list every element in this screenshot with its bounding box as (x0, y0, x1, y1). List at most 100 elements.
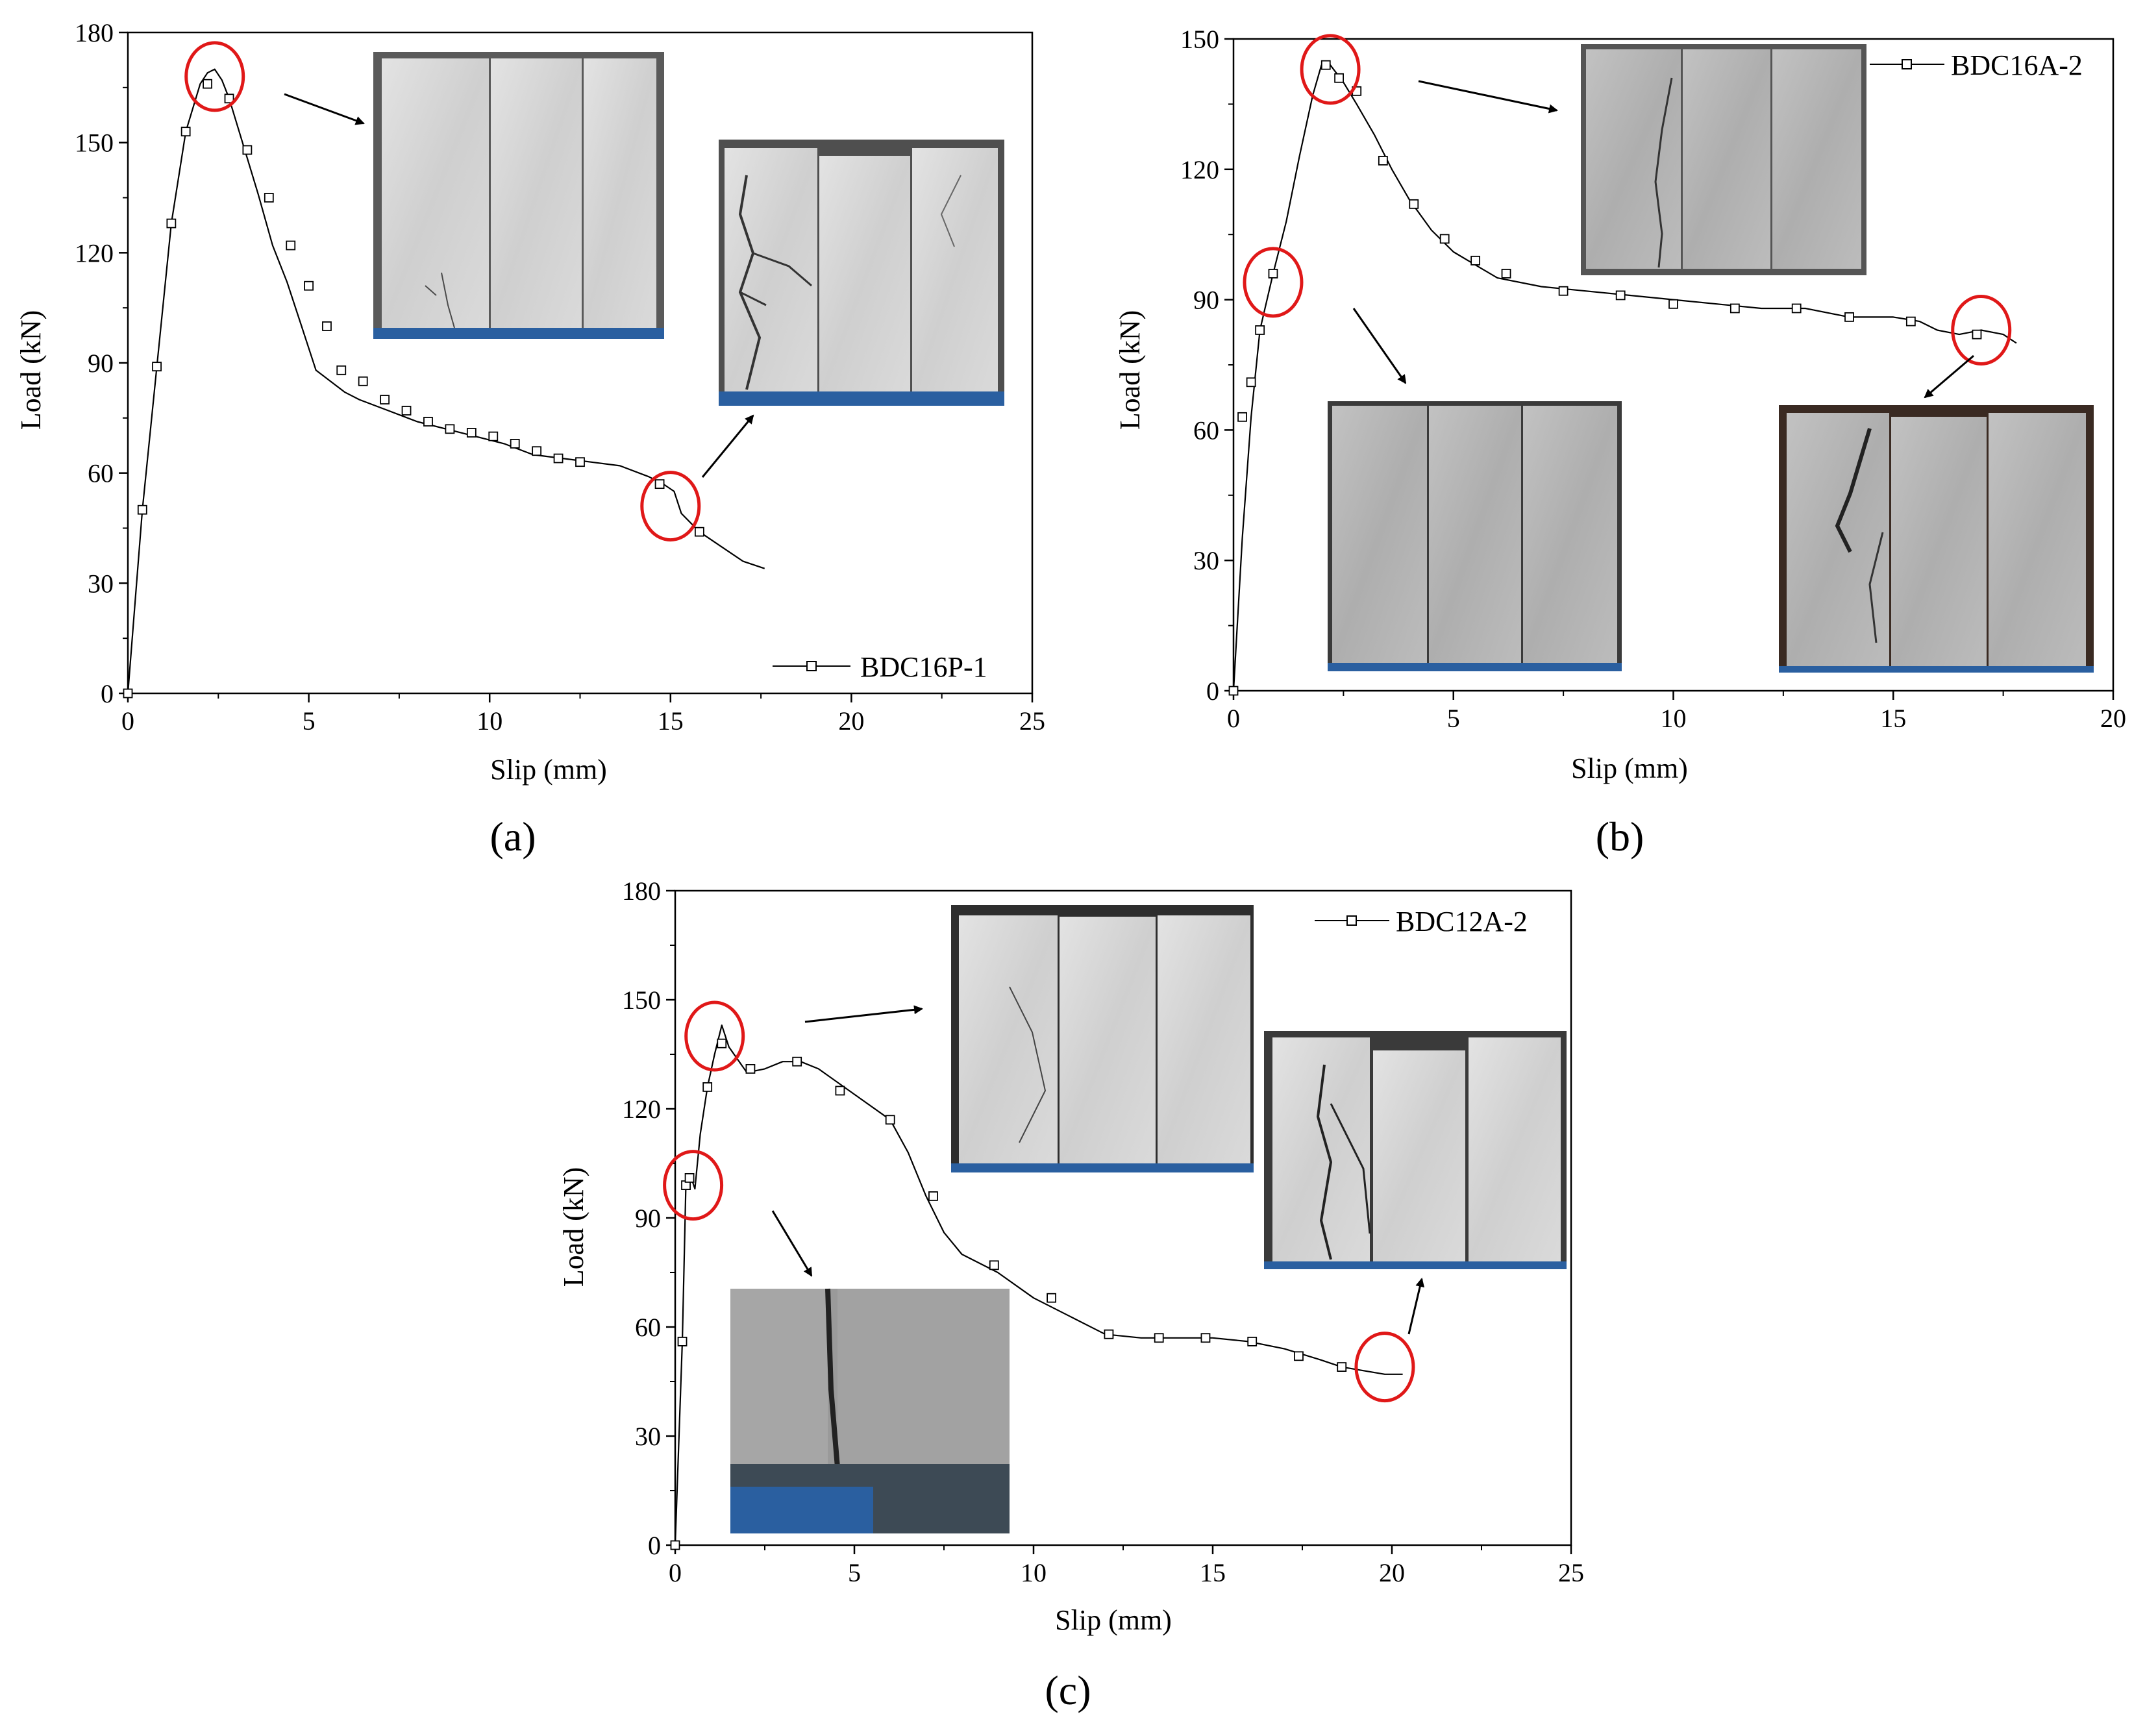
data-point (488, 431, 499, 441)
data-point (510, 439, 520, 449)
y-tick-label: 150 (75, 129, 114, 158)
specimen-photo (730, 1288, 1010, 1533)
data-point (717, 1038, 727, 1048)
data-point (702, 1082, 713, 1092)
highlight-circle (184, 41, 245, 112)
y-tick-label: 0 (101, 679, 114, 708)
legend: BDC16P-1 (773, 651, 987, 683)
data-point (1905, 316, 1916, 327)
axis-ticks: 0 5 10 15 20 25 0 30 60 90 120 150 180 (75, 18, 1045, 736)
y-tick-label: 60 (88, 459, 114, 488)
y-tick-label: 120 (75, 238, 114, 267)
data-point (203, 79, 212, 89)
data-point (532, 446, 542, 456)
data-point (152, 362, 162, 372)
data-point (224, 93, 234, 104)
annotation-arrows (771, 1005, 1425, 1335)
data-point (792, 1056, 802, 1067)
specimen-photo (1264, 1031, 1567, 1269)
data-point (401, 406, 412, 415)
data-point (989, 1260, 999, 1271)
data-point (677, 1336, 688, 1346)
photo-group (373, 52, 1004, 406)
specimen-photo (719, 140, 1004, 406)
highlight-circle (1243, 247, 1304, 318)
x-tick-label: 5 (1447, 704, 1460, 733)
series-layer (670, 1024, 1403, 1550)
x-tick-label: 0 (669, 1558, 682, 1587)
data-point (1334, 73, 1345, 83)
data-point (123, 688, 133, 699)
panel-label: (c) (1045, 1667, 1091, 1713)
annotation-arrows (284, 93, 754, 478)
x-axis-title: Slip (mm) (490, 754, 607, 786)
data-point (466, 428, 477, 438)
chart-panel-c: 0 5 10 15 20 25 0 30 60 90 120 150 180 BDC12A-2 Slip… (558, 876, 1584, 1713)
data-point (322, 321, 332, 331)
x-tick-label: 15 (1200, 1558, 1226, 1587)
data-point (1730, 303, 1740, 314)
data-point (1246, 377, 1256, 388)
data-point (1470, 255, 1481, 266)
legend-label: BDC12A-2 (1396, 906, 1528, 937)
data-point (1972, 329, 1982, 340)
data-point (928, 1191, 938, 1201)
series-line (674, 1024, 1403, 1546)
y-axis-title: Load (kN) (1114, 310, 1146, 430)
data-point (286, 240, 296, 251)
data-point (304, 280, 314, 291)
x-axis-title: Slip (mm) (1571, 752, 1688, 784)
y-tick-label: 180 (75, 18, 114, 47)
data-point (423, 417, 433, 427)
data-point (1228, 686, 1239, 696)
x-tick-label: 20 (838, 706, 864, 736)
x-axis-title: Slip (mm) (1055, 1604, 1172, 1636)
chart-panel-b: 0 5 10 15 20 0 30 60 90 120 150 BDC16A-2 Slip (mm)… (1114, 25, 2126, 860)
highlight-circle (1354, 1332, 1415, 1403)
x-tick-label: 20 (1379, 1558, 1405, 1587)
data-point (885, 1115, 895, 1125)
legend-label: BDC16P-1 (860, 651, 987, 683)
x-tick-label: 0 (1227, 704, 1240, 733)
panel-label: (a) (490, 813, 536, 860)
specimen-photo (1581, 44, 1866, 275)
data-point (694, 527, 704, 537)
y-tick-label: 60 (635, 1313, 661, 1342)
y-tick-label: 90 (88, 349, 114, 378)
y-tick-label: 30 (88, 569, 114, 598)
specimen-photo (373, 52, 664, 339)
highlight-circle (1300, 34, 1361, 105)
y-tick-label: 150 (622, 986, 661, 1015)
data-point (1378, 156, 1388, 166)
y-tick-label: 120 (1180, 155, 1219, 184)
highlight-circle (684, 1000, 745, 1072)
x-tick-label: 5 (303, 706, 316, 736)
axis-ticks: 0 5 10 15 20 0 30 60 90 120 150 (1180, 25, 2126, 733)
y-tick-label: 90 (635, 1204, 661, 1233)
data-point (445, 424, 455, 434)
data-point (1439, 234, 1450, 244)
data-point (1615, 290, 1626, 301)
y-axis-title: Load (kN) (15, 310, 47, 430)
y-tick-label: 120 (622, 1095, 661, 1124)
data-point (553, 453, 564, 464)
x-tick-label: 10 (1661, 704, 1687, 733)
specimen-photo (1779, 405, 2094, 673)
legend: BDC12A-2 (1315, 906, 1528, 937)
data-point (654, 479, 665, 490)
data-point (1268, 269, 1278, 279)
data-point (1247, 1336, 1258, 1346)
series-layer (123, 68, 765, 699)
panel-label: (b) (1596, 813, 1644, 860)
data-point (575, 457, 585, 467)
data-point (670, 1540, 680, 1550)
series-layer (1228, 60, 2017, 696)
axis-ticks: 0 5 10 15 20 25 0 30 60 90 120 150 180 (622, 876, 1584, 1587)
y-axis-title: Load (kN) (558, 1167, 589, 1287)
y-tick-label: 90 (1193, 286, 1219, 315)
chart-panel-a: 0 5 10 15 20 25 0 30 60 90 120 150 180 BDC16P-1 Slip… (15, 18, 1045, 860)
data-point (1791, 303, 1802, 314)
y-tick-label: 30 (1193, 546, 1219, 575)
photo-group (730, 905, 1567, 1533)
specimen-photo (951, 905, 1254, 1172)
